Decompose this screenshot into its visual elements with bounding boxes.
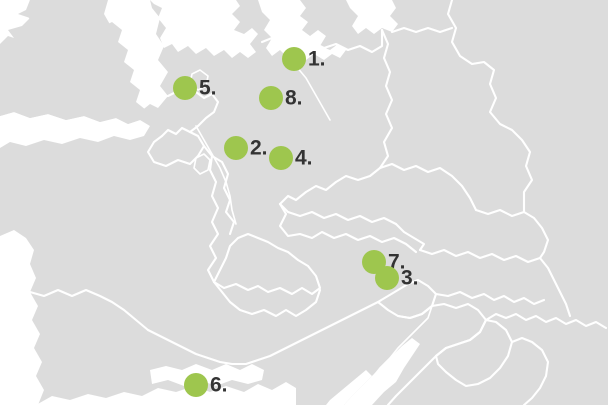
france-south-border xyxy=(28,288,150,332)
ireland xyxy=(0,34,44,86)
serbia-border xyxy=(510,336,550,405)
italy-north-border xyxy=(146,300,380,366)
luxembourg-border xyxy=(193,153,211,175)
hungary-serbia-border xyxy=(484,312,608,330)
map-marker-5[interactable]: 5. xyxy=(173,76,217,100)
bosnia-border xyxy=(434,318,514,388)
germany-denmark-border xyxy=(260,36,302,48)
map-marker-3[interactable]: 3. xyxy=(375,266,419,290)
poland-baltic-coast xyxy=(390,26,454,34)
slovakia-hungary-border xyxy=(418,248,542,264)
marker-dot-6 xyxy=(184,373,208,397)
marker-dot-8 xyxy=(259,86,283,110)
map-marker-6[interactable]: 6. xyxy=(184,373,228,397)
belgium-border xyxy=(146,130,206,168)
mediterranean-sea xyxy=(36,382,296,405)
france-east-border xyxy=(202,144,220,284)
germany-poland-border xyxy=(378,28,394,170)
map-marker-8[interactable]: 8. xyxy=(259,86,303,110)
marker-dot-5 xyxy=(173,76,197,100)
marker-dot-2 xyxy=(224,136,248,160)
germany-baltic-coast xyxy=(298,28,384,54)
map-marker-4[interactable]: 4. xyxy=(269,146,313,170)
marker-dot-1 xyxy=(282,47,306,71)
hungary-romania-border xyxy=(538,256,572,318)
german-bight xyxy=(150,0,258,58)
czech-poland-border xyxy=(378,162,478,212)
germany-czech-border xyxy=(278,166,382,206)
marker-dot-3 xyxy=(375,266,399,290)
marker-label-8: 8. xyxy=(285,86,303,110)
slovakia-ukraine-border xyxy=(522,210,550,260)
poland-east-border xyxy=(446,0,534,214)
switzerland-border xyxy=(212,232,322,296)
rhine-river xyxy=(195,125,237,225)
map-marker-1[interactable]: 1. xyxy=(282,47,326,71)
skagerrak-kattegat xyxy=(258,0,346,60)
english-channel xyxy=(0,112,150,148)
marker-label-6: 6. xyxy=(210,373,228,397)
baltic-approach xyxy=(346,0,398,34)
great-britain xyxy=(0,0,146,124)
poland-slovakia-border xyxy=(474,208,526,218)
swiss-italy-border xyxy=(212,280,322,318)
ligurian-sea xyxy=(150,364,264,386)
adriatic-lower xyxy=(326,370,372,405)
marker-label-4: 4. xyxy=(295,146,313,170)
atlantic-ocean xyxy=(0,0,30,46)
austria-swiss-alps-border xyxy=(278,202,418,254)
marker-label-3: 3. xyxy=(401,266,419,290)
germany-west-border xyxy=(210,154,236,236)
marker-label-1: 1. xyxy=(308,47,326,71)
marker-label-5: 5. xyxy=(199,76,217,100)
czech-austria-border xyxy=(278,202,398,226)
marker-label-2: 2. xyxy=(250,136,268,160)
croatia-coast-inner xyxy=(355,305,433,399)
bay-of-biscay xyxy=(0,230,44,405)
map-marker-2[interactable]: 2. xyxy=(224,136,268,160)
marker-dot-4 xyxy=(269,146,293,170)
austria-north-border xyxy=(394,222,426,252)
hungary-croatia-border xyxy=(434,290,546,306)
